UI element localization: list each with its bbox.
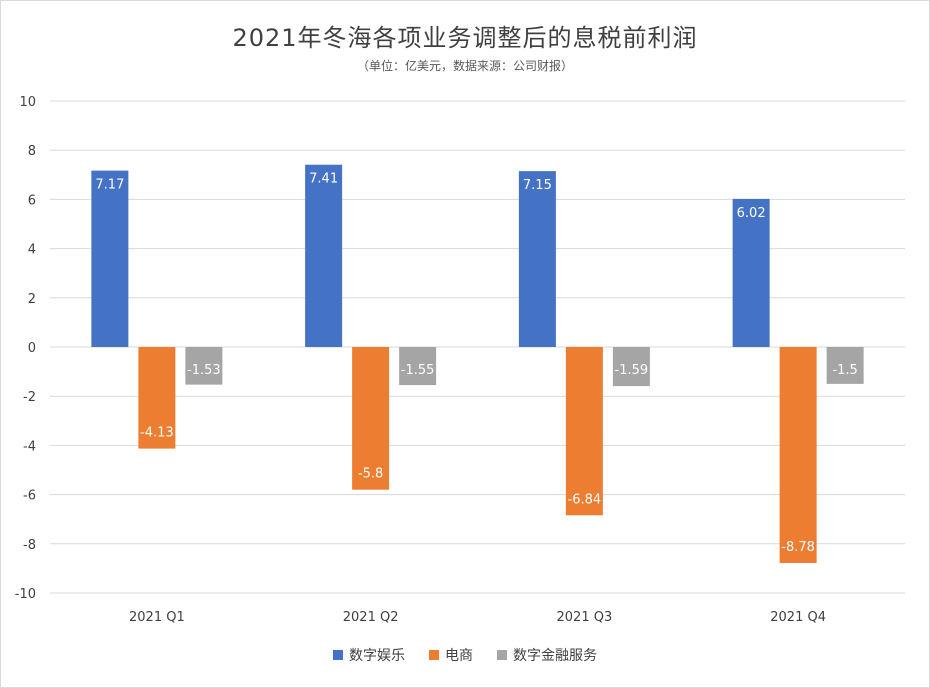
x-category-label: 2021 Q4 — [770, 610, 826, 625]
data-label: 7.17 — [95, 178, 124, 193]
y-tick-label: 2 — [28, 292, 36, 307]
x-category-label: 2021 Q1 — [129, 610, 185, 625]
y-tick-label: -4 — [23, 439, 36, 454]
y-tick-label: 8 — [28, 144, 36, 159]
data-label: -1.5 — [832, 363, 857, 378]
data-label: -1.53 — [187, 363, 221, 378]
legend-label: 数字金融服务 — [513, 648, 597, 664]
bar-数字金融服务-2021 Q3 — [612, 347, 650, 387]
data-label: -8.78 — [781, 540, 815, 555]
bar-电商-2021 Q2 — [352, 347, 390, 490]
data-label: 7.15 — [523, 178, 552, 193]
data-label: -4.13 — [140, 426, 174, 441]
bar-数字金融服务-2021 Q1 — [185, 347, 223, 385]
data-label: 7.41 — [309, 172, 338, 187]
data-label: -5.8 — [358, 467, 383, 482]
legend-item: 数字娱乐 — [333, 645, 405, 665]
bar-数字娱乐-2021 Q2 — [305, 164, 343, 347]
bar-数字娱乐-2021 Q4 — [732, 198, 770, 347]
y-tick-label: -8 — [23, 538, 36, 553]
data-label: -1.59 — [615, 363, 649, 378]
legend-item: 电商 — [429, 645, 473, 665]
bar-电商-2021 Q1 — [138, 347, 176, 449]
y-tick-label: 6 — [28, 193, 36, 208]
data-label: -6.84 — [568, 492, 602, 507]
y-tick-label: -6 — [23, 489, 36, 504]
data-label: -1.55 — [401, 363, 435, 378]
bar-电商-2021 Q4 — [779, 347, 817, 563]
legend-item: 数字金融服务 — [497, 645, 597, 665]
chart-legend: 数字娱乐 电商 数字金融服务 — [0, 645, 930, 665]
y-tick-label: 4 — [28, 243, 36, 258]
chart-subtitle: （单位：亿美元，数据来源：公司财报） — [356, 59, 573, 73]
legend-swatch — [497, 650, 507, 660]
legend-swatch — [429, 650, 439, 660]
legend-swatch — [333, 650, 343, 660]
y-tick-label: 0 — [28, 341, 36, 356]
y-tick-label: 10 — [19, 95, 36, 110]
legend-label: 数字娱乐 — [349, 648, 405, 664]
bar-数字金融服务-2021 Q4 — [826, 347, 864, 384]
legend-label: 电商 — [445, 648, 473, 664]
x-category-label: 2021 Q2 — [343, 610, 399, 625]
bar-电商-2021 Q3 — [565, 347, 603, 516]
x-category-label: 2021 Q3 — [557, 610, 613, 625]
y-tick-label: -2 — [23, 390, 36, 405]
chart-title: 2021年冬海各项业务调整后的息税前利润 — [232, 24, 698, 52]
bar-数字娱乐-2021 Q1 — [91, 170, 129, 347]
data-label: 6.02 — [737, 206, 766, 221]
bar-数字娱乐-2021 Q3 — [518, 171, 556, 347]
y-tick-label: -10 — [15, 587, 36, 602]
bar-数字金融服务-2021 Q2 — [399, 347, 437, 386]
